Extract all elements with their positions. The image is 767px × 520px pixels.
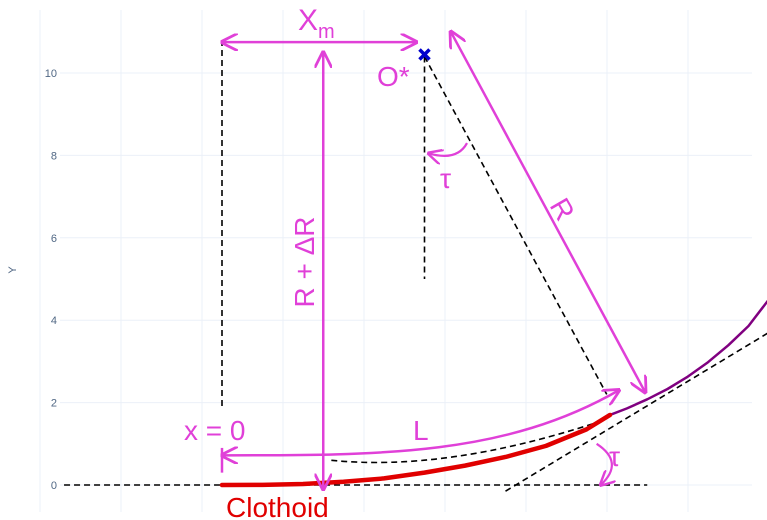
tau-bottom-arc	[596, 442, 612, 485]
tau-top-arc	[429, 142, 468, 156]
tangent-dash	[505, 332, 767, 492]
xm-main: X	[298, 4, 318, 37]
center-marker-0	[418, 48, 431, 61]
tau-top-label: τ	[440, 163, 451, 194]
center-marker-stroke-b	[418, 48, 431, 61]
l-label: L	[413, 415, 429, 446]
dimension-arrows	[222, 32, 645, 489]
y-tick-label-1: 2	[51, 398, 57, 410]
radius-dash	[423, 56, 608, 395]
xm-label: Xm	[298, 4, 335, 43]
y-tick-label-2: 4	[51, 315, 57, 327]
y-tick-label-5: 10	[45, 68, 57, 80]
point-markers	[418, 48, 431, 61]
r-arrow	[451, 32, 645, 393]
xm-sub: m	[318, 21, 335, 43]
tau-bottom-label: τ	[609, 441, 620, 472]
y-tick-label-3: 6	[51, 233, 57, 245]
y-tick-label-4: 8	[51, 150, 57, 162]
o-star-label: O*	[377, 61, 410, 92]
r-plus-dr-label: R + ΔR	[289, 216, 320, 307]
r-label: R	[544, 193, 581, 226]
x-zero-label: x = 0	[184, 415, 245, 446]
y-tick-labels: 0 2 4 6 8 10	[45, 68, 57, 492]
clothoid-label: Clothoid	[226, 492, 329, 520]
series-group	[219, 299, 767, 488]
y-tick-label-0: 0	[51, 480, 57, 492]
series-line-0	[608, 299, 767, 417]
y-axis-label: Y	[7, 266, 19, 274]
l-arrow	[222, 390, 619, 455]
